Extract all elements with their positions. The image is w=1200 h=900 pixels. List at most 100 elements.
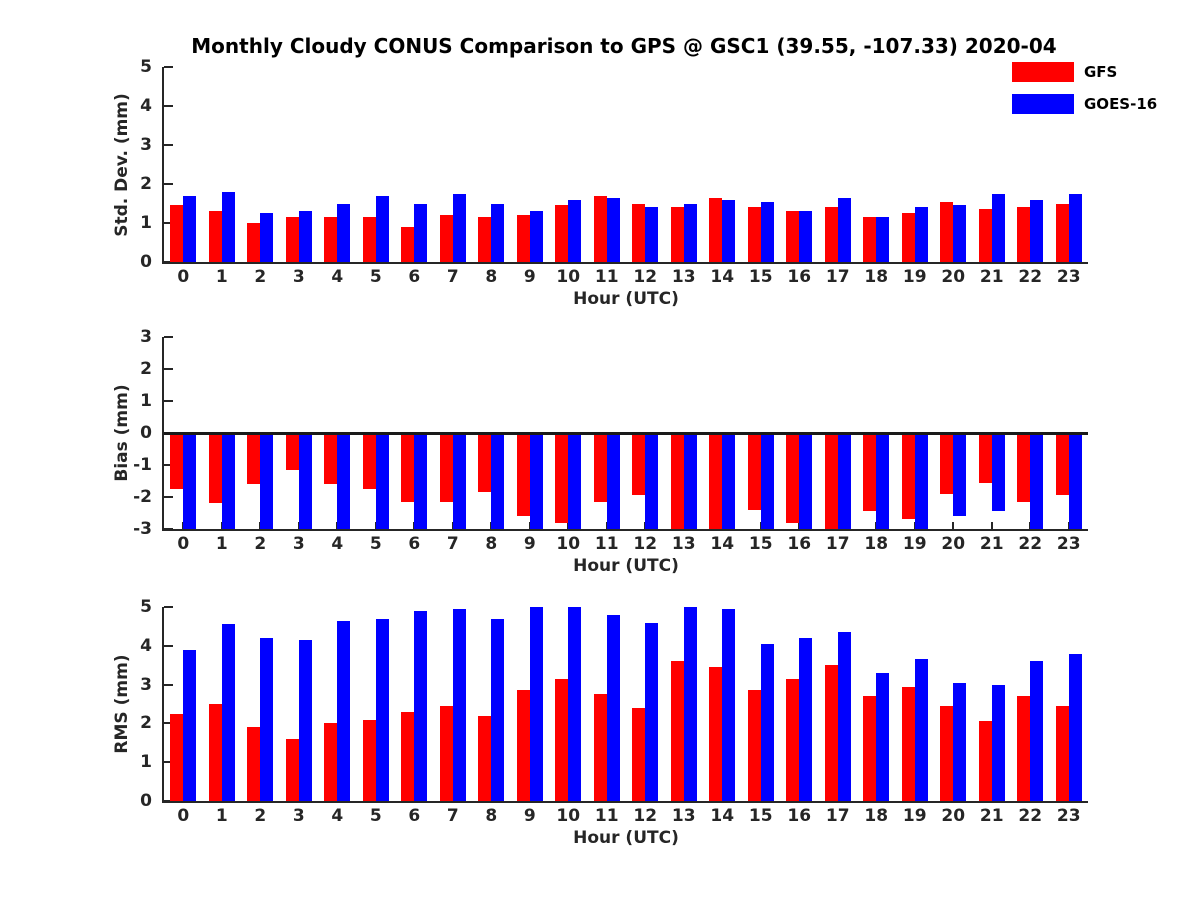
x-tick-label: 12 <box>633 806 658 826</box>
x-tick-label: 11 <box>594 534 619 554</box>
x-tick-label: 16 <box>787 267 812 287</box>
bar-goes-16-hour-17 <box>837 197 851 262</box>
x-tick-label: 10 <box>556 534 581 554</box>
bar-goes-16-hour-19 <box>914 659 928 801</box>
bar-gfs-hour-17 <box>824 207 838 262</box>
x-tick-label: 2 <box>254 806 267 826</box>
x-tick-label: 7 <box>446 806 459 826</box>
bar-gfs-hour-16 <box>786 678 800 801</box>
y-tick <box>164 183 173 185</box>
y-tick-label: 5 <box>140 597 152 617</box>
bar-goes-16-hour-17 <box>837 433 851 529</box>
x-tick-label: 6 <box>408 267 421 287</box>
x-tick <box>952 522 955 529</box>
bar-gfs-hour-11 <box>593 195 607 262</box>
x-tick-label: 15 <box>748 267 773 287</box>
x-tick-label: 10 <box>556 806 581 826</box>
bar-goes-16-hour-7 <box>452 433 466 529</box>
bar-gfs-hour-11 <box>593 433 607 502</box>
bar-goes-16-hour-13 <box>683 433 697 529</box>
bar-gfs-hour-5 <box>362 719 376 801</box>
x-tick-label: 20 <box>941 806 966 826</box>
x-tick-label: 1 <box>215 534 228 554</box>
y-tick-label: -2 <box>133 487 152 507</box>
y-tick <box>164 400 173 402</box>
bar-goes-16-hour-16 <box>799 211 813 262</box>
bar-gfs-hour-22 <box>1017 696 1031 801</box>
y-tick-label: 4 <box>140 635 152 656</box>
bar-goes-16-hour-23 <box>1068 433 1082 529</box>
x-tick-label: 9 <box>523 267 536 287</box>
y-tick-label: 5 <box>140 57 152 77</box>
bar-goes-16-hour-19 <box>914 207 928 262</box>
bar-goes-16-hour-10 <box>568 433 582 529</box>
bar-goes-16-hour-1 <box>221 191 235 262</box>
bar-goes-16-hour-3 <box>298 639 312 801</box>
bar-gfs-hour-15 <box>747 207 761 262</box>
x-tick-label: 21 <box>979 534 1004 554</box>
y-tick <box>164 144 173 146</box>
bar-gfs-hour-19 <box>901 686 915 801</box>
bar-goes-16-hour-5 <box>375 433 389 529</box>
bar-gfs-hour-4 <box>324 217 338 262</box>
bar-gfs-hour-13 <box>670 433 684 529</box>
bar-goes-16-hour-6 <box>414 433 428 529</box>
y-tick-label: 2 <box>140 713 152 734</box>
bar-gfs-hour-22 <box>1017 433 1031 502</box>
bar-goes-16-hour-14 <box>722 608 736 801</box>
bar-gfs-hour-10 <box>555 205 569 262</box>
bar-gfs-hour-5 <box>362 433 376 489</box>
bar-gfs-hour-10 <box>555 678 569 801</box>
bar-goes-16-hour-22 <box>1030 433 1044 529</box>
legend-label-gfs: GFS <box>1084 63 1118 81</box>
bar-goes-16-hour-15 <box>760 433 774 529</box>
y-tick-label: 3 <box>140 674 152 695</box>
bar-gfs-hour-16 <box>786 211 800 262</box>
x-tick-label: 19 <box>902 267 927 287</box>
legend-item-gfs: GFS <box>1012 62 1157 82</box>
bar-goes-16-hour-7 <box>452 608 466 801</box>
bar-gfs-hour-16 <box>786 433 800 523</box>
bar-gfs-hour-18 <box>863 696 877 801</box>
bar-goes-16-hour-18 <box>876 217 890 262</box>
x-tick-label: 5 <box>369 534 382 554</box>
x-tick-label: 19 <box>902 806 927 826</box>
x-tick-label: 6 <box>408 806 421 826</box>
bar-gfs-hour-11 <box>593 694 607 801</box>
x-tick-label: 4 <box>331 267 344 287</box>
bar-goes-16-hour-8 <box>491 203 505 262</box>
bar-goes-16-hour-19 <box>914 433 928 529</box>
y-tick-label: 1 <box>140 752 152 773</box>
bar-gfs-hour-8 <box>478 433 492 493</box>
bar-gfs-hour-7 <box>439 433 453 502</box>
x-tick-label: 18 <box>864 806 889 826</box>
bar-goes-16-hour-16 <box>799 433 813 529</box>
x-tick-label: 13 <box>671 534 696 554</box>
bar-gfs-hour-12 <box>632 433 646 496</box>
x-tick-label: 2 <box>254 534 267 554</box>
bar-goes-16-hour-0 <box>183 649 197 801</box>
bar-gfs-hour-23 <box>1055 203 1069 262</box>
bar-gfs-hour-9 <box>516 433 530 517</box>
bar-gfs-hour-18 <box>863 433 877 512</box>
x-tick-label: 7 <box>446 267 459 287</box>
bar-gfs-hour-0 <box>170 205 184 262</box>
bar-goes-16-hour-5 <box>375 195 389 262</box>
bar-goes-16-hour-10 <box>568 199 582 262</box>
bar-gfs-hour-10 <box>555 433 569 523</box>
x-axis-label: Hour (UTC) <box>573 289 679 309</box>
bar-goes-16-hour-12 <box>645 207 659 262</box>
bar-goes-16-hour-13 <box>683 203 697 262</box>
bar-goes-16-hour-18 <box>876 672 890 801</box>
bar-gfs-hour-6 <box>401 226 415 262</box>
x-axis-label: Hour (UTC) <box>573 556 679 576</box>
y-tick-label: -1 <box>133 455 152 475</box>
x-tick-label: 3 <box>292 267 305 287</box>
y-tick <box>164 722 173 725</box>
bar-goes-16-hour-12 <box>645 433 659 529</box>
goes16-color-swatch <box>1012 94 1074 114</box>
bar-gfs-hour-14 <box>709 197 723 262</box>
x-tick-label: 7 <box>446 534 459 554</box>
bar-gfs-hour-13 <box>670 661 684 801</box>
